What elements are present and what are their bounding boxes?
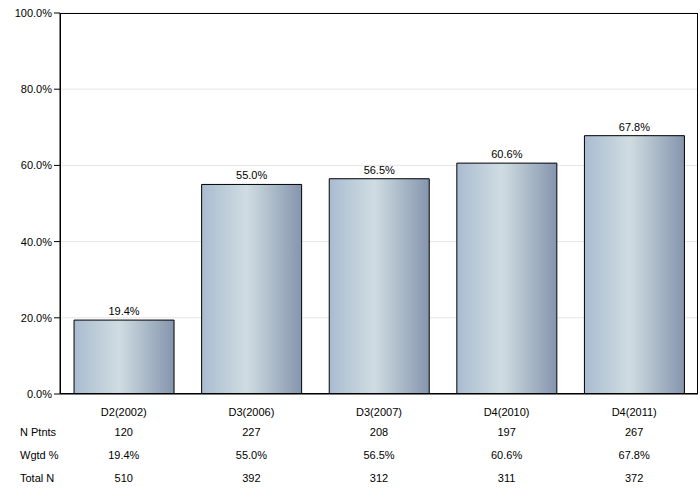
- svg-text:D4(2011): D4(2011): [612, 406, 657, 418]
- html-text:Wgtd %: Wgtd %: [20, 449, 59, 461]
- html-text:Total N: Total N: [20, 472, 55, 484]
- svg-text:0.0%: 0.0%: [27, 388, 52, 400]
- svg-text:D3(2007): D3(2007): [356, 406, 402, 418]
- html-text:19.4%: 19.4%: [108, 449, 140, 461]
- svg-text:100.0%: 100.0%: [15, 7, 53, 19]
- svg-text:40.0%: 40.0%: [21, 236, 52, 248]
- svg-text:D4(2010): D4(2010): [484, 406, 530, 418]
- svg-text:60.6%: 60.6%: [491, 148, 522, 160]
- html-text:392: 392: [242, 472, 261, 484]
- svg-text:D3(2006): D3(2006): [228, 406, 274, 418]
- svg-text:D2(2002): D2(2002): [101, 406, 147, 418]
- html-text:56.5%: 56.5%: [363, 449, 395, 461]
- svg-text:67.8%: 67.8%: [619, 121, 650, 133]
- svg-text:19.4%: 19.4%: [108, 305, 139, 317]
- html-text:510: 510: [114, 472, 133, 484]
- svg-text:55.0%: 55.0%: [236, 169, 267, 181]
- svg-text:20.0%: 20.0%: [21, 312, 52, 324]
- svg-text:56.5%: 56.5%: [364, 164, 395, 176]
- html-text:197: 197: [497, 426, 516, 438]
- html-text:372: 372: [625, 472, 644, 484]
- html-text:55.0%: 55.0%: [235, 449, 267, 461]
- html-text:208: 208: [369, 426, 389, 438]
- html-text:120: 120: [114, 426, 133, 438]
- html-text:227: 227: [242, 426, 261, 438]
- html-text:267: 267: [625, 426, 644, 438]
- html-text:312: 312: [369, 472, 389, 484]
- svg-text:80.0%: 80.0%: [21, 83, 52, 95]
- html-text:311: 311: [497, 472, 516, 484]
- html-text:N Ptnts: N Ptnts: [20, 426, 57, 438]
- html-text:67.8%: 67.8%: [618, 449, 650, 461]
- html-text:60.6%: 60.6%: [491, 449, 523, 461]
- svg-text:60.0%: 60.0%: [21, 159, 52, 171]
